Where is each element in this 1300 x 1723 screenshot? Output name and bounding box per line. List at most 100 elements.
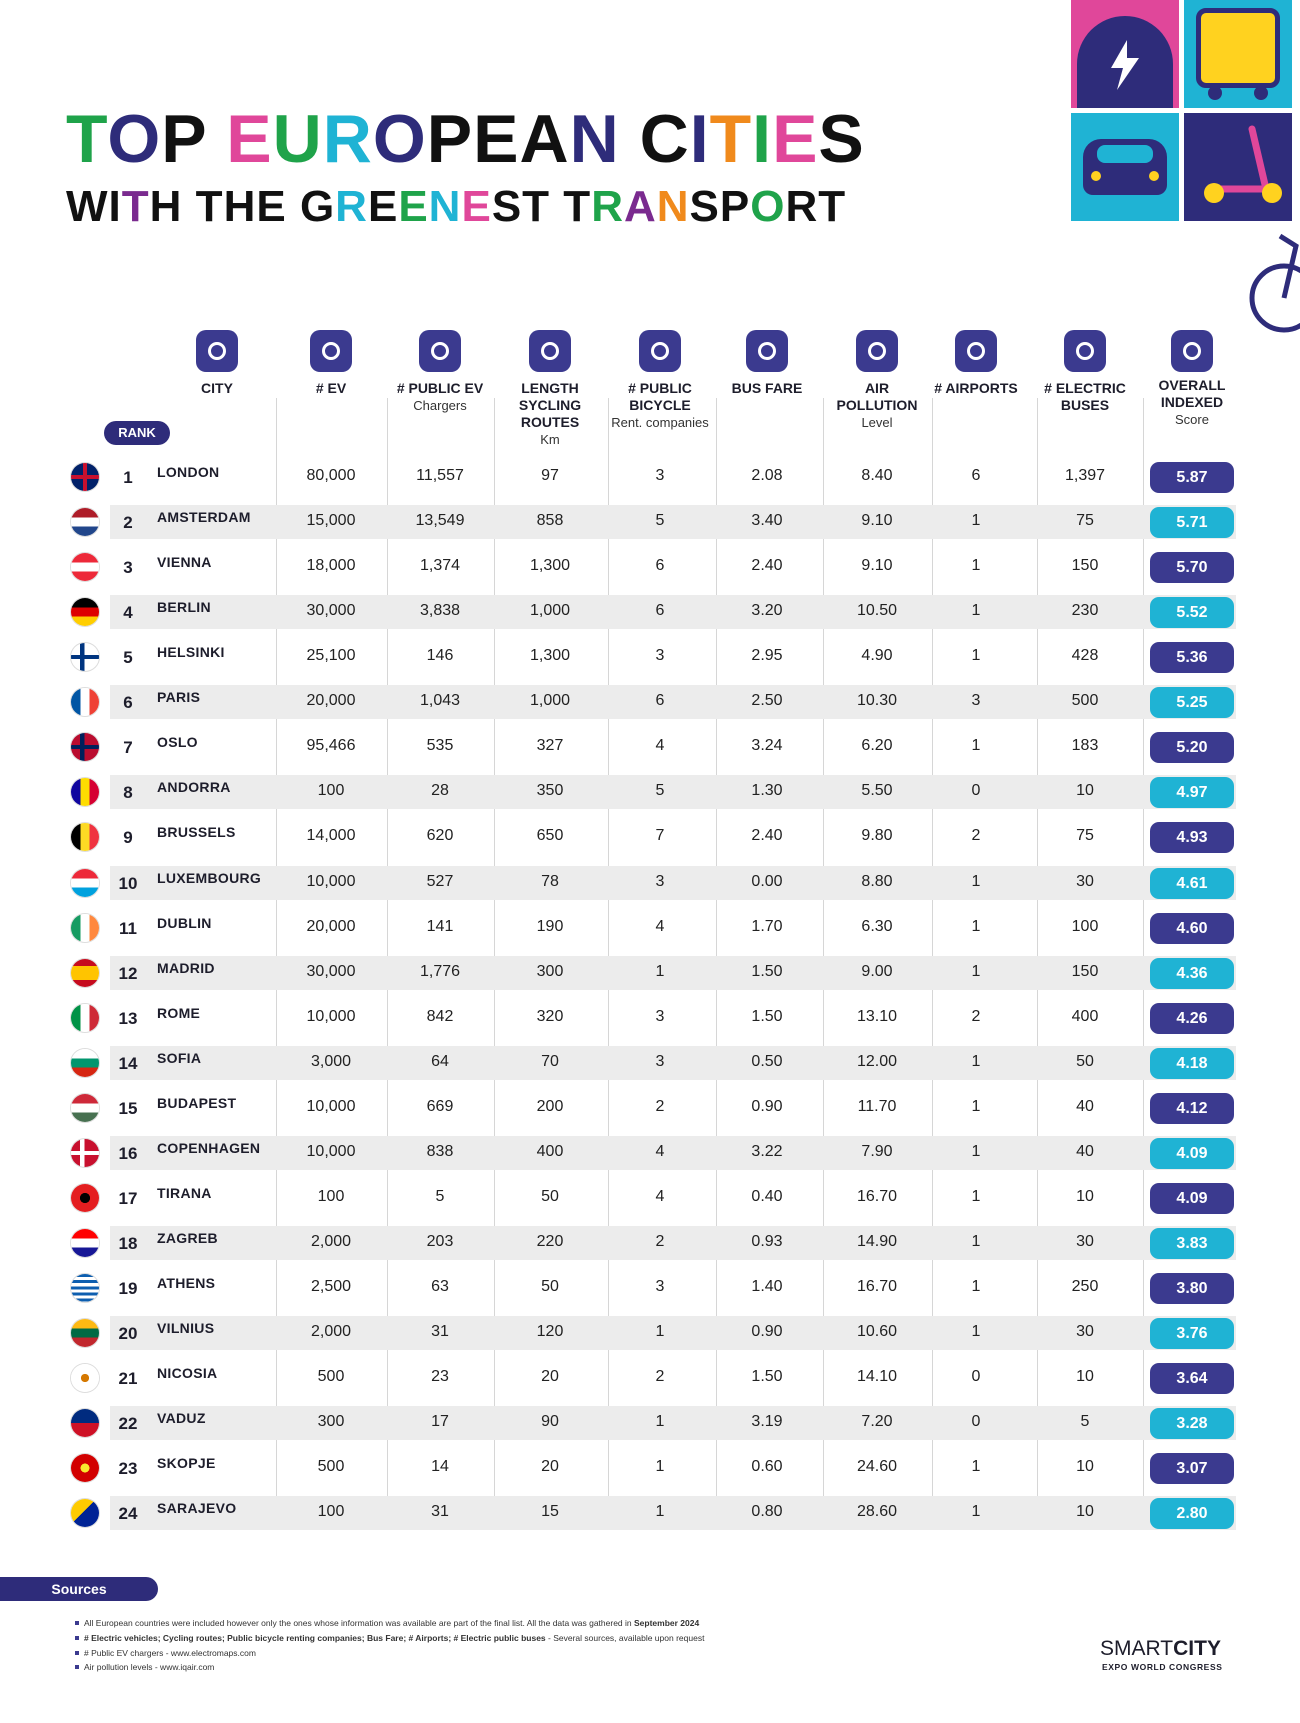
table-cell: 40 — [1076, 1097, 1094, 1115]
table-cell: 2,500 — [310, 1278, 352, 1296]
rank-number: 13 — [118, 1008, 138, 1028]
column-header: # PUBLIC EV Chargers — [388, 380, 492, 414]
table-cell: 400 — [1071, 1007, 1099, 1025]
country-flag — [71, 733, 99, 762]
rank-number: 22 — [118, 1414, 138, 1434]
title-letter: T — [709, 101, 753, 177]
table-cell: 23 — [431, 1368, 449, 1386]
table-cell: 6 — [655, 692, 665, 710]
table-cell: 95,466 — [306, 737, 356, 755]
title-letter: P — [161, 101, 207, 177]
city-name: BRUSSELS — [157, 824, 236, 841]
city-name: LONDON — [157, 464, 220, 480]
table-cell: 24.60 — [856, 1458, 898, 1476]
score-pill: 5.20 — [1150, 732, 1234, 764]
title-letter: I — [108, 182, 122, 231]
table-cell: 1 — [971, 872, 981, 890]
table-cell: 0.93 — [751, 1233, 783, 1251]
table-cell: 300 — [536, 962, 564, 980]
country-flag — [71, 643, 99, 672]
column-icon — [639, 330, 681, 372]
city-name: ROME — [157, 1004, 201, 1021]
table-cell: 669 — [426, 1097, 454, 1115]
country-flag — [71, 868, 99, 897]
column-icon — [746, 330, 788, 372]
table-cell: 10 — [1076, 1187, 1094, 1205]
title-letter: N — [428, 182, 462, 231]
column-title: # AIRPORTS — [934, 380, 1018, 396]
row-stripe — [110, 1135, 1236, 1170]
city-name: COPENHAGEN — [157, 1139, 261, 1156]
table-cell: 1 — [655, 1323, 665, 1341]
rank-number: 8 — [123, 783, 133, 803]
scooter-icon — [1204, 125, 1282, 203]
table-cell: 1,374 — [419, 557, 461, 575]
table-cell: 1,043 — [419, 692, 461, 710]
table-cell: 100 — [317, 782, 345, 800]
bolt-icon — [1111, 40, 1139, 90]
table-cell: 190 — [536, 917, 564, 935]
table-cell: 2.40 — [751, 557, 783, 575]
title-letter: S — [689, 182, 720, 231]
city-name: BERLIN — [157, 599, 211, 616]
score-pill: 5.52 — [1150, 597, 1234, 629]
table-cell: 3 — [655, 1278, 665, 1296]
column-header: # ELECTRIC BUSES — [1033, 380, 1137, 414]
table-cell: 97 — [541, 467, 559, 484]
note-bold: September 2024 — [634, 1618, 700, 1628]
table-cell: 1 — [971, 1278, 981, 1296]
score-pill: 5.71 — [1150, 507, 1234, 539]
column-icon — [196, 330, 238, 372]
title-line-2: WITH THE GREENEST TRANSPORT — [66, 182, 846, 232]
table-cell: 1 — [971, 737, 981, 755]
country-flag — [71, 1499, 99, 1528]
rank-number: 12 — [118, 963, 138, 983]
table-cell: 16.70 — [856, 1187, 898, 1205]
score-pill: 3.80 — [1150, 1273, 1234, 1305]
table-cell: 10,000 — [306, 872, 356, 890]
table-cell: 1,000 — [529, 602, 571, 620]
title-letter: T — [66, 101, 108, 177]
source-note: # Public EV chargers - www.electromaps.c… — [75, 1648, 256, 1658]
title-letter: H — [149, 182, 183, 231]
table-cell: 70 — [541, 1052, 559, 1070]
title-letter: R — [591, 182, 624, 231]
country-flag — [71, 823, 99, 852]
table-cell: 650 — [536, 827, 564, 845]
table-cell: 2.08 — [751, 467, 783, 484]
table-cell: 6 — [971, 467, 981, 484]
table-cell: 2 — [971, 1007, 981, 1025]
table-cell: 10 — [1076, 782, 1094, 800]
table-cell: 1 — [971, 647, 981, 665]
row-stripe — [110, 955, 1236, 990]
column-title: # PUBLIC EV — [396, 380, 484, 396]
column-header: OVERALL INDEXED Score — [1140, 377, 1244, 428]
table-cell: 25,100 — [306, 647, 356, 665]
table-cell: 4 — [655, 1187, 665, 1205]
title-letter: G — [299, 182, 336, 231]
rank-number: 21 — [118, 1369, 138, 1389]
table-cell: 141 — [426, 917, 454, 935]
title-letter: E — [256, 182, 287, 231]
table-cell: 10.50 — [856, 602, 898, 620]
table-cell: 5 — [435, 1187, 445, 1205]
table-cell: 120 — [536, 1323, 564, 1341]
table-cell: 28 — [431, 782, 449, 800]
table-cell: 1 — [971, 1233, 981, 1251]
country-flag — [71, 688, 99, 717]
score-pill: 4.93 — [1150, 822, 1234, 854]
table-cell: 838 — [426, 1142, 454, 1160]
brand-tagline: EXPO WORLD CONGRESS — [1102, 1662, 1223, 1672]
score-pill: 4.60 — [1150, 912, 1234, 944]
table-cell: 6 — [655, 557, 665, 575]
column-title: CITY — [201, 380, 233, 396]
tile-bus — [1184, 0, 1292, 108]
score-pill: 5.36 — [1150, 642, 1234, 674]
table-cell: 2 — [971, 827, 981, 845]
table-cell: 0.00 — [751, 872, 783, 890]
table-cell: 16.70 — [856, 1278, 898, 1296]
title-letter: O — [107, 101, 162, 177]
table-cell: 1.50 — [751, 962, 783, 980]
country-flag — [71, 958, 99, 987]
